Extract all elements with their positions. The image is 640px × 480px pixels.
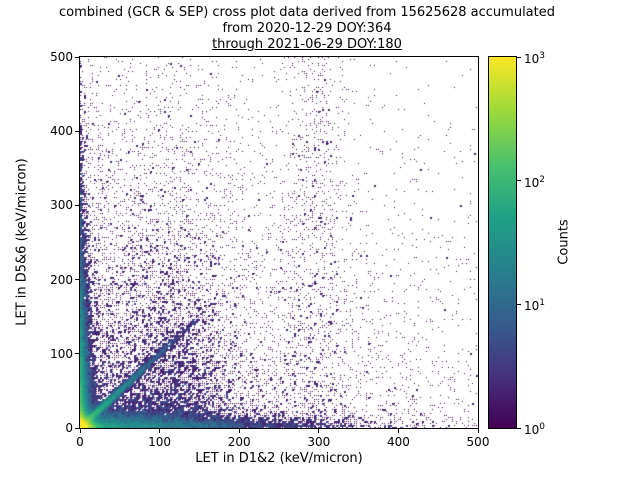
colorbar-tick: [517, 180, 521, 182]
x-tick: [477, 429, 479, 433]
x-tick: [318, 429, 320, 433]
chart-title: combined (GCR & SEP) cross plot data der…: [0, 5, 614, 53]
colorbar: [489, 57, 516, 428]
y-tick-label: 200: [50, 272, 73, 287]
x-tick: [238, 429, 240, 433]
x-tick-label: 500: [466, 435, 490, 449]
y-axis-label: LET in D5&6 (keV/micron): [14, 158, 30, 326]
colorbar-tick-label: 103: [524, 51, 546, 66]
y-tick-label: 100: [50, 346, 73, 361]
y-tick-label: 300: [50, 198, 73, 213]
title-line-3: through 2021-06-29 DOY:180: [212, 37, 402, 52]
colorbar-label: Counts: [556, 219, 572, 265]
y-tick-label: 0: [65, 421, 73, 435]
title-line-2: from 2020-12-29 DOY:364: [222, 21, 392, 36]
x-tick-label: 200: [227, 435, 251, 449]
x-axis-label: LET in D1&2 (keV/micron): [195, 451, 363, 466]
y-tick: [75, 427, 79, 429]
x-tick-label: 400: [386, 435, 410, 449]
colorbar-tick-label: 101: [524, 298, 546, 314]
x-tick: [79, 429, 81, 433]
y-tick: [75, 56, 79, 58]
x-tick-label: 0: [76, 435, 84, 449]
y-tick-label: 400: [50, 124, 73, 139]
y-tick: [75, 204, 79, 206]
x-tick: [397, 429, 399, 433]
colorbar-tick: [517, 303, 521, 305]
scatter-plot-canvas: [80, 57, 478, 428]
y-tick-label: 500: [50, 50, 73, 64]
y-tick: [75, 130, 79, 132]
x-tick-label: 300: [307, 435, 331, 449]
colorbar-tick: [517, 56, 521, 58]
y-tick: [75, 279, 79, 281]
x-tick-label: 100: [148, 435, 172, 449]
x-tick: [159, 429, 161, 433]
colorbar-tick: [517, 427, 521, 429]
colorbar-tick-label: 102: [524, 174, 546, 190]
title-line-1: combined (GCR & SEP) cross plot data der…: [58, 5, 555, 20]
y-tick: [75, 353, 79, 355]
colorbar-tick-label: 100: [524, 422, 546, 437]
